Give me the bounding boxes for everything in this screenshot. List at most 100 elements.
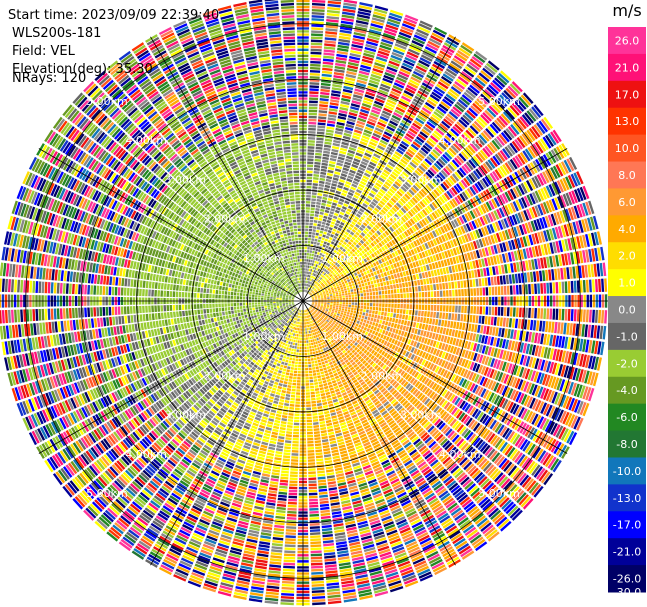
- range-gate: [371, 70, 383, 77]
- range-gate: [533, 124, 544, 136]
- range-gate: [400, 330, 405, 336]
- range-gate: [334, 289, 338, 292]
- range-gate: [465, 89, 477, 99]
- range-gate: [505, 274, 510, 285]
- range-gate: [415, 304, 419, 310]
- range-gate: [402, 309, 406, 315]
- range-gate: [447, 163, 456, 172]
- range-gate: [338, 275, 342, 279]
- range-gate: [361, 315, 365, 319]
- range-gate: [528, 344, 534, 355]
- range-gate: [338, 38, 351, 43]
- range-gate: [314, 280, 317, 284]
- range-gate: [552, 348, 558, 361]
- range-gate: [507, 107, 518, 118]
- range-gate: [360, 318, 364, 322]
- range-gate: [424, 285, 427, 291]
- range-gate: [466, 109, 477, 119]
- range-gate: [472, 279, 476, 287]
- range-gate: [354, 302, 358, 306]
- range-gate: [476, 98, 487, 108]
- range-gate: [566, 322, 570, 335]
- range-gate: [397, 200, 404, 207]
- range-gate: [328, 310, 332, 313]
- range-gate: [313, 263, 316, 267]
- range-gate: [412, 322, 417, 328]
- range-gate: [358, 70, 370, 76]
- range-gate: [488, 306, 492, 315]
- range-gate: [576, 251, 581, 264]
- range-gate: [309, 97, 319, 101]
- range-gate: [346, 228, 351, 233]
- range-gate: [526, 272, 531, 283]
- range-gate: [344, 129, 353, 135]
- range-gate: [506, 285, 510, 295]
- range-gate: [432, 277, 436, 284]
- range-gate: [325, 22, 339, 26]
- range-gate: [306, 290, 308, 293]
- range-gate: [497, 151, 506, 162]
- range-gate: [431, 212, 438, 220]
- range-gate: [450, 220, 457, 229]
- range-gate: [364, 46, 377, 53]
- range-gate: [317, 128, 325, 132]
- range-gate: [478, 116, 488, 126]
- range-gate: [407, 130, 416, 138]
- range-gate: [308, 271, 310, 275]
- range-gate: [320, 296, 324, 298]
- range-gate: [585, 354, 591, 369]
- range-gate: [342, 91, 352, 97]
- range-gate: [493, 358, 499, 369]
- range-gate: [334, 133, 343, 138]
- range-gate: [402, 271, 407, 277]
- range-gate: [383, 272, 388, 277]
- range-gate: [426, 205, 433, 213]
- range-gate: [498, 338, 504, 348]
- range-gate: [308, 106, 318, 110]
- range-gate: [396, 236, 402, 242]
- range-gate: [335, 124, 345, 129]
- range-gate: [404, 135, 413, 143]
- range-gate: [313, 288, 316, 291]
- range-gate: [531, 206, 538, 218]
- range-gate: [591, 340, 596, 354]
- range-gate: [484, 109, 495, 120]
- range-gate: [309, 225, 313, 229]
- range-gate: [314, 303, 318, 306]
- range-gate: [451, 313, 455, 321]
- range-gate: [410, 186, 418, 194]
- range-gate: [393, 46, 406, 53]
- ray: [306, 20, 433, 293]
- range-gate: [434, 333, 439, 341]
- range-gate: [417, 25, 431, 34]
- range-gate: [375, 147, 384, 154]
- range-gate: [318, 276, 322, 280]
- range-gate: [330, 234, 334, 238]
- range-gate: [579, 385, 586, 399]
- range-gate: [597, 341, 602, 355]
- range-gate: [311, 290, 314, 293]
- range-gate: [365, 169, 373, 175]
- range-gate: [322, 234, 326, 238]
- range-gate: [468, 173, 476, 183]
- range-gate: [473, 306, 477, 314]
- range-gate: [316, 195, 322, 199]
- range-gate: [322, 218, 327, 222]
- range-gate: [362, 100, 373, 106]
- range-gate: [328, 291, 332, 294]
- range-gate: [452, 337, 457, 346]
- range-gate: [423, 173, 431, 181]
- range-gate: [402, 325, 407, 331]
- range-gate: [431, 178, 439, 186]
- range-gate: [328, 246, 332, 250]
- range-gate: [396, 261, 400, 268]
- range-gate: [378, 291, 382, 295]
- range-gate: [539, 373, 545, 385]
- range-gate: [444, 320, 448, 327]
- range-gate: [475, 229, 481, 239]
- range-gate: [485, 161, 493, 171]
- range-gate: [542, 320, 546, 332]
- range-gate: [563, 322, 567, 335]
- range-gate: [585, 339, 590, 353]
- range-gate: [446, 132, 456, 142]
